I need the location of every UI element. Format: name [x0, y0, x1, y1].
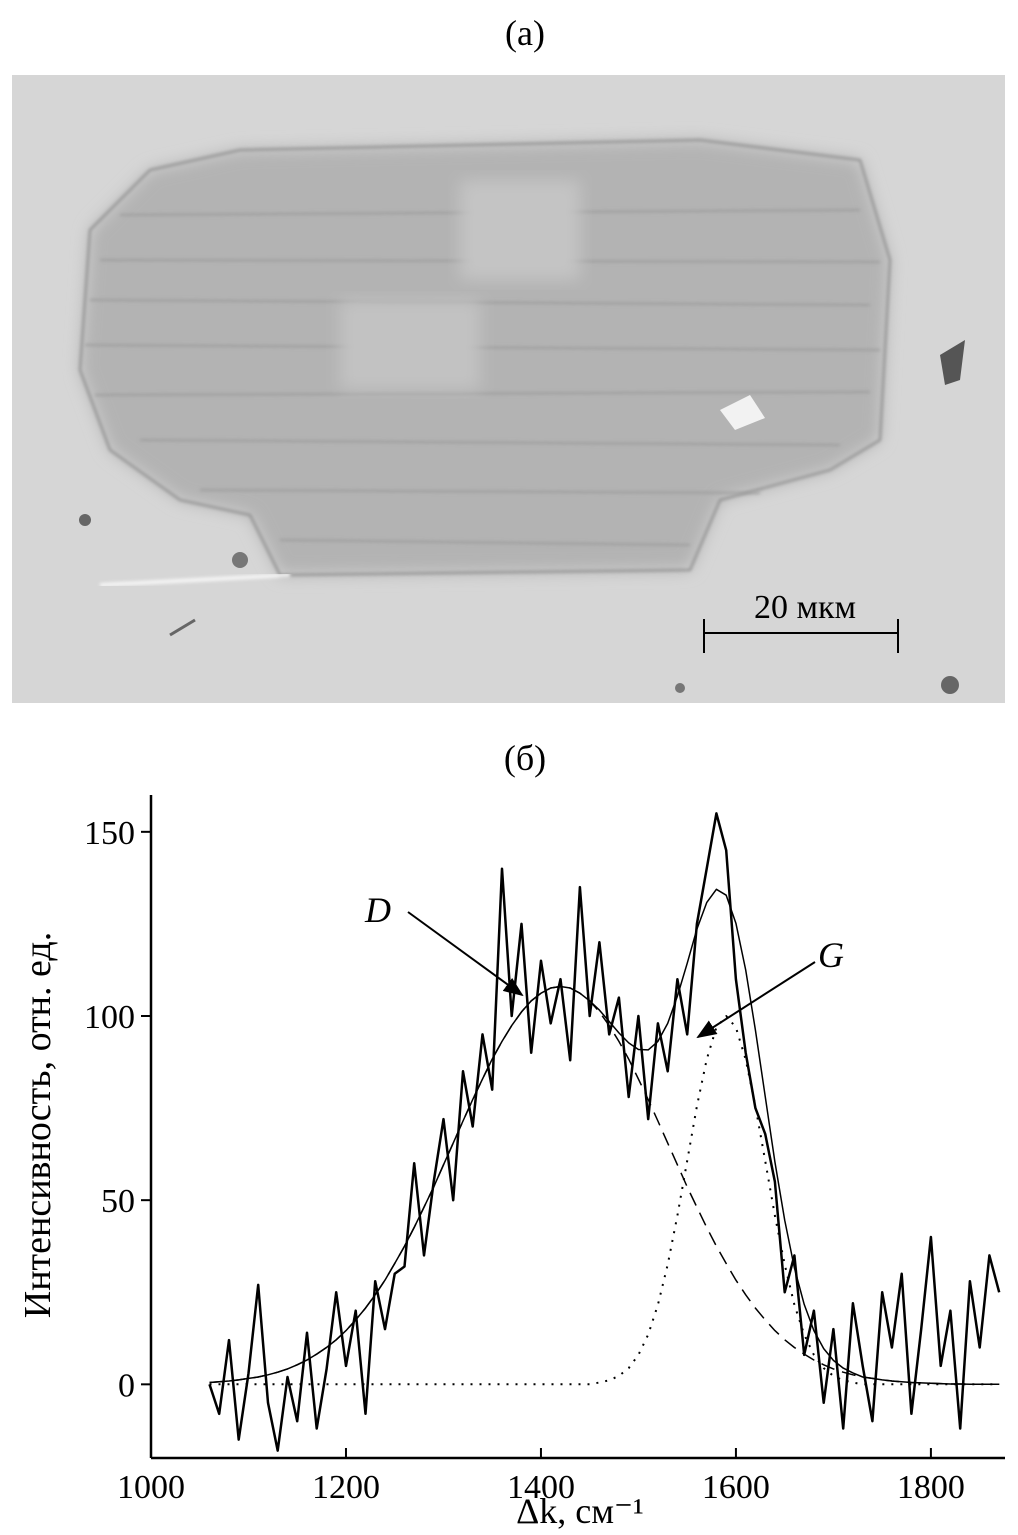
series-line — [209, 985, 1000, 1386]
x-tick-label: 1600 — [702, 1469, 770, 1506]
y-tick-label: 50 — [101, 1183, 135, 1220]
x-tick-label: 1800 — [897, 1469, 965, 1506]
annotation-arrow — [407, 911, 524, 997]
x-tick-label: 1000 — [117, 1469, 185, 1506]
y-tick-label: 0 — [118, 1367, 135, 1404]
scale-bar — [703, 619, 899, 653]
plot-area — [208, 812, 1001, 1452]
annotation-arrow — [696, 961, 816, 1039]
annotation: D — [364, 890, 391, 930]
panel-label: (a) — [505, 13, 545, 53]
x-tick-label: 1400 — [507, 1469, 575, 1506]
chart-title: (б) — [504, 738, 546, 778]
series-line — [208, 812, 1001, 1452]
x-axis-label: Δk, см⁻¹ — [516, 1491, 644, 1530]
y-tick-label: 100 — [84, 999, 135, 1036]
x-tick-label: 1200 — [312, 1469, 380, 1506]
annotation: G — [818, 935, 844, 975]
y-tick-label: 150 — [84, 815, 135, 852]
y-axis-label: Интенсивность, отн. ед. — [17, 932, 59, 1318]
scale-bar-label: 20 мкм — [754, 589, 856, 626]
series-line — [209, 1015, 1000, 1386]
micrograph — [12, 75, 1005, 703]
